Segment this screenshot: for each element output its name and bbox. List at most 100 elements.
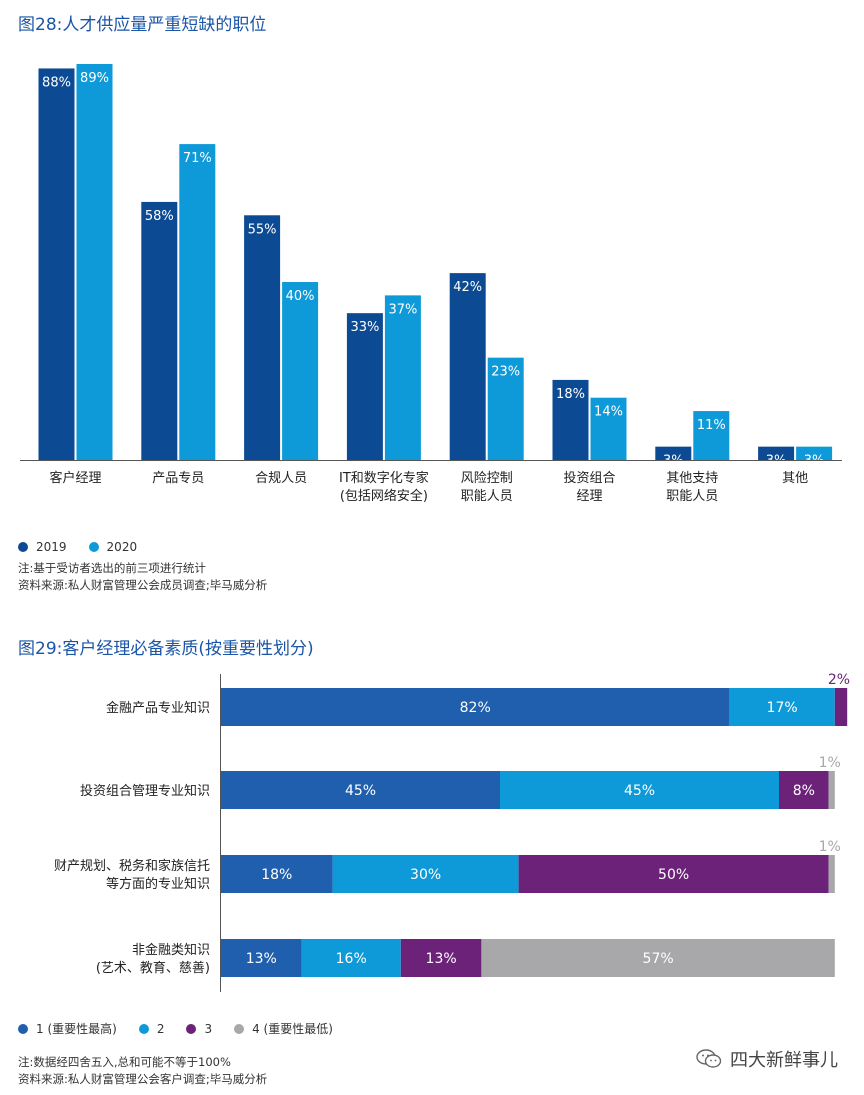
bar-2020-1 [179,144,216,460]
legend-dot-importance-3 [186,1023,197,1034]
segment-1-0 [221,771,500,809]
chart2-legend: 1 (重要性最高) 2 3 4 (重要性最低) [18,1020,355,1037]
segment-label-3-2: 13% [426,951,457,967]
bar-label-2019-0: 88% [42,75,71,90]
chart2-title: 图29:客户经理必备素质(按重要性划分) [18,639,314,659]
bar-label-2019-1: 58% [145,209,174,224]
segment-0-2 [834,688,848,726]
row-label-2-1: 等方面的专业知识 [106,876,210,892]
category-label-7-0: 其他 [782,471,808,486]
legend-item-importance-4: 4 (重要性最低) [234,1020,333,1037]
bar-2019-2 [244,215,281,460]
row-label-3-0: 非金融类知识 [132,942,210,958]
segment-label-3-1: 16% [336,951,367,967]
bar-label-2019-4: 42% [453,280,482,295]
segment-label-2-1: 30% [410,867,441,883]
bar-2019-6 [655,446,692,460]
segment-0-0 [221,688,730,726]
row-label-1-0: 投资组合管理专业知识 [80,783,210,799]
bar-2019-5 [552,379,589,460]
row-label-2-0: 财产规划、税务和家族信托 [54,858,210,874]
chart1-plot: 88% 89% 客户经理 58% 71% 产品专员 55% 40% 合规人员 33% 37% IT和数… [20,64,842,504]
legend-item-2019: 2019 [18,540,67,554]
bar-2019-1 [141,201,178,460]
bar-label-2020-7: 3% [804,454,825,469]
category-label-6-0: 其他支持 [666,471,718,486]
bar-label-2020-0: 89% [80,71,109,86]
legend-item-importance-2: 2 [138,1021,165,1036]
bar-label-2019-2: 55% [248,222,277,237]
bar-2020-2 [282,282,319,460]
segment-2-1 [332,855,519,893]
segment-1-1 [500,771,779,809]
segment-label-1-3: 1% [819,755,841,771]
category-label-2-0: 合规人员 [255,471,307,486]
bar-label-2020-3: 37% [388,302,417,317]
segment-3-3 [481,939,835,977]
segment-3-0 [221,939,302,977]
category-label-6-1: 职能人员 [666,489,718,504]
chart1-notes: 注:基于受访者选出的前三项进行统计 资料来源:私人财富管理公会成员调查;毕马威分… [18,560,267,594]
category-label-1-0: 产品专员 [152,471,204,486]
bar-2020-5 [590,397,627,460]
bar-label-2019-6: 3% [663,454,684,469]
category-label-0-0: 客户经理 [49,470,101,486]
bar-2019-3 [346,313,383,460]
bar-2019-4 [449,273,486,460]
legend-label-importance-1: 1 (重要性最高) [36,1022,117,1036]
chart2-note-source: 资料来源:私人财富管理公会客户调查;毕马威分析 [18,1072,268,1086]
legend-dot-importance-1 [18,1023,28,1034]
watermark-text: 四大新鲜事儿 [730,1050,838,1071]
legend-label-2019: 2019 [36,540,67,554]
chart1-note-basis: 注:基于受访者选出的前三项进行统计 [18,561,206,575]
segment-label-2-0: 18% [261,867,292,883]
chart2-notes: 注:数据经四舍五入,总和可能不等于100% 资料来源:私人财富管理公会客户调查;… [18,1054,267,1088]
legend-item-importance-3: 3 [186,1022,212,1036]
segment-3-2 [400,939,482,977]
legend-label-importance-2: 2 [156,1021,165,1036]
segment-label-1-1: 45% [624,783,655,799]
bar-label-2020-5: 14% [594,405,623,420]
legend-dot-importance-2 [138,1023,149,1034]
chart1-legend: 2019 2020 [18,540,159,554]
legend-dot-importance-4 [234,1023,245,1034]
bar-label-2020-1: 71% [183,151,212,166]
legend-item-2020: 2020 [88,540,137,554]
chart1-note-source: 资料来源:私人财富管理公会成员调查;毕马威分析 [18,578,268,592]
category-label-3-0: IT和数字化专家 [339,470,429,486]
bar-2020-7 [796,446,833,460]
category-label-5-1: 经理 [576,489,602,504]
segment-3-1 [301,939,401,977]
bar-label-2020-4: 23% [491,365,520,380]
segment-0-1 [729,688,835,726]
segment-label-1-0: 45% [345,783,376,799]
segment-2-0 [221,855,333,893]
chart1-title: 图28:人才供应量严重短缺的职位 [18,15,267,35]
bar-2020-6 [693,411,730,460]
segment-label-0-2: 2% [828,672,850,688]
segment-label-3-3: 57% [643,951,674,967]
segment-1-3 [828,771,835,809]
bar-label-2020-2: 40% [286,289,315,304]
segment-label-3-0: 13% [246,951,277,967]
bar-label-2019-7: 3% [766,454,787,469]
segment-1-2 [779,771,829,809]
row-label-0-0: 金融产品专业知识 [106,700,210,716]
bar-2019-7 [758,446,795,460]
segment-label-2-2: 50% [658,867,689,883]
bar-2020-4 [487,357,524,460]
segment-label-2-3: 1% [819,839,841,855]
wechat-icon [696,1049,722,1068]
bar-label-2019-5: 18% [556,387,585,402]
segment-label-0-0: 82% [460,700,491,716]
bar-2019-0 [38,68,75,461]
category-label-3-1: (包括网络安全) [340,488,428,504]
bar-2020-3 [384,295,421,460]
chart2-note-rounding: 注:数据经四舍五入,总和可能不等于100% [18,1055,231,1069]
segment-label-0-1: 17% [767,700,798,716]
bar-label-2020-6: 11% [697,418,726,433]
category-label-5-0: 投资组合 [563,470,615,486]
segment-label-1-2: 8% [793,783,815,799]
category-label-4-1: 职能人员 [461,489,513,504]
